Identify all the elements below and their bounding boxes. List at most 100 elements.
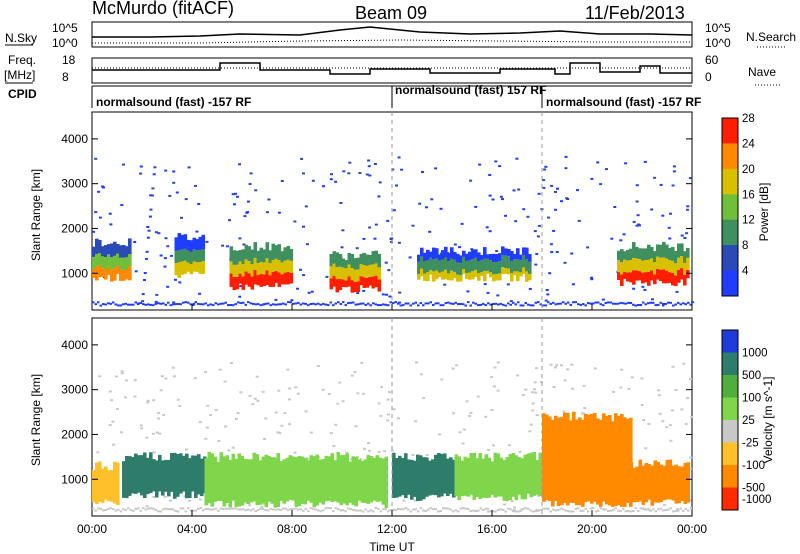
speckle-cell: [163, 257, 167, 260]
power-cell: [501, 246, 505, 255]
speckle-cell: [277, 389, 281, 392]
power-cell: [453, 259, 457, 272]
ground-scatter-cell: [669, 507, 672, 510]
ground-scatter-cell: [582, 509, 585, 512]
ground-scatter-cell: [119, 304, 122, 307]
power-cell: [492, 253, 496, 263]
velocity-cell: [686, 462, 691, 503]
speckle-cell: [154, 231, 158, 234]
ground-scatter-cell: [519, 304, 522, 307]
speckle-cell: [460, 222, 464, 225]
ground-scatter-cell: [92, 301, 95, 304]
speckle-cell: [643, 288, 647, 291]
ground-scatter-cell: [542, 304, 545, 307]
velocity-cell: [632, 467, 637, 503]
ground-scatter-cell: [147, 507, 150, 510]
velocity-cell: [469, 453, 474, 495]
speckle-cell: [172, 181, 176, 184]
speckle-cell: [515, 157, 519, 160]
speckle-cell: [172, 375, 176, 378]
ground-scatter-cell: [642, 301, 645, 304]
ground-scatter-cell: [204, 508, 207, 510]
power-cell: [98, 239, 102, 254]
speckle-cell: [635, 200, 639, 203]
power-cell: [259, 274, 264, 287]
velocity-cell: [542, 413, 546, 502]
power-cell: [265, 242, 270, 259]
power-cell: [480, 272, 484, 276]
ground-scatter-cell: [429, 301, 432, 304]
ground-scatter-cell: [394, 301, 397, 304]
speckle-cell: [506, 283, 510, 286]
speckle-cell: [170, 254, 173, 257]
ground-scatter-cell: [624, 302, 627, 305]
ground-scatter-cell: [432, 508, 435, 511]
power-cell: [441, 250, 445, 260]
ground-scatter-cell: [634, 304, 637, 307]
velocity-cell: [282, 459, 287, 504]
speckle-cell: [659, 183, 663, 186]
ground-scatter-cell: [302, 509, 305, 512]
ground-scatter-cell: [127, 303, 130, 306]
speckle-cell: [536, 494, 540, 497]
velocity-cell: [321, 459, 326, 505]
speckle-cell: [108, 212, 112, 215]
ground-scatter-cell: [462, 303, 465, 306]
speckle-cell: [378, 181, 382, 184]
velocity-cell: [650, 465, 655, 506]
power-cell: [641, 260, 645, 273]
ground-scatter-cell: [234, 303, 237, 306]
speckle-cell: [224, 425, 228, 428]
speckle-cell: [322, 185, 325, 188]
velocity-cell: [566, 412, 570, 506]
ground-scatter-cell: [94, 509, 97, 512]
ground-scatter-cell: [594, 510, 597, 513]
velocity-cell: [593, 413, 597, 502]
power-cell: [498, 253, 502, 262]
ground-scatter-cell: [532, 510, 535, 513]
ground-scatter-cell: [319, 303, 322, 306]
speckle-cell: [347, 172, 351, 175]
speckle-cell: [238, 163, 241, 166]
speckle-cell: [661, 214, 665, 217]
power-cell: [650, 270, 654, 281]
ground-scatter-cell: [217, 509, 220, 512]
ground-scatter-cell: [489, 303, 492, 306]
speckle-cell: [254, 189, 258, 192]
speckle-cell: [385, 293, 388, 296]
ground-scatter-cell: [254, 510, 257, 513]
ground-scatter-cell: [667, 508, 670, 511]
velocity-cell: [484, 454, 489, 499]
velocity-cell: [173, 452, 177, 499]
power-cell: [356, 281, 361, 292]
velocity-cell: [496, 453, 501, 497]
speckle-cell: [521, 394, 525, 396]
ground-scatter-cell: [619, 301, 622, 304]
x-tick-label: 16:00: [477, 522, 507, 536]
power-cell: [483, 247, 487, 259]
ground-scatter-cell: [567, 510, 570, 513]
power-cell: [125, 246, 129, 258]
velocity-cell: [478, 453, 483, 499]
velocity-cell: [110, 470, 114, 502]
power-cell: [441, 271, 445, 280]
velocity-cell: [677, 466, 682, 504]
speckle-cell: [246, 211, 249, 214]
ground-scatter-cell: [202, 509, 205, 512]
velocity-cell: [261, 456, 266, 504]
speckle-cell: [98, 375, 102, 378]
speckle-cell: [166, 285, 170, 288]
ground-scatter-cell: [287, 509, 290, 512]
ground-scatter-cell: [464, 304, 467, 307]
speckle-cell: [340, 246, 344, 249]
ground-scatter-cell: [97, 507, 100, 510]
power-cell: [283, 247, 288, 261]
velocity-colorbar-label: Velocity [m s^-1]: [761, 377, 775, 464]
speckle-cell: [413, 499, 417, 502]
ground-scatter-cell: [477, 509, 480, 512]
speckle-cell: [155, 293, 159, 296]
speckle-cell: [560, 364, 563, 367]
speckle-cell: [428, 230, 432, 233]
velocity-cell: [514, 455, 519, 501]
velocity-cell: [357, 459, 362, 501]
